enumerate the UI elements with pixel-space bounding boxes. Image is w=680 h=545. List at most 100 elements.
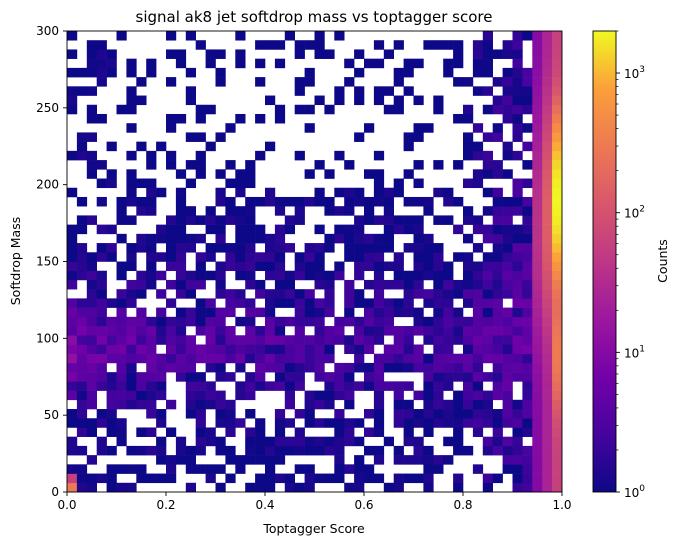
heatmap-cell: [67, 298, 78, 308]
heatmap-cell: [314, 270, 325, 281]
heatmap-cell: [453, 316, 464, 327]
heatmap-cell: [552, 455, 563, 465]
heatmap-cell: [106, 381, 117, 391]
heatmap-cell: [482, 279, 493, 290]
heatmap-cell: [482, 289, 493, 299]
heatmap-cell: [443, 40, 454, 50]
heatmap-cell: [522, 464, 533, 474]
heatmap-cell: [245, 381, 256, 391]
heatmap-cell: [166, 353, 177, 364]
heatmap-cell: [453, 362, 464, 373]
heatmap-cell: [532, 270, 543, 281]
heatmap-cell: [482, 372, 493, 382]
heatmap-cell: [324, 436, 335, 447]
heatmap-cell: [324, 206, 335, 216]
heatmap-cell: [502, 390, 513, 401]
heatmap-cell: [185, 289, 196, 299]
heatmap-cell: [492, 270, 503, 281]
heatmap-cell: [542, 31, 553, 41]
heatmap-cell: [522, 206, 533, 216]
heatmap-cell: [472, 279, 484, 290]
heatmap-cell: [413, 58, 424, 69]
heatmap-cell: [403, 169, 414, 179]
heatmap-cell: [383, 482, 394, 493]
heatmap-cell: [76, 372, 88, 382]
heatmap-cell: [433, 409, 444, 419]
heatmap-cell: [106, 473, 117, 484]
heatmap-cell: [106, 298, 117, 308]
heatmap-cell: [433, 270, 444, 281]
heatmap-cell: [373, 40, 385, 50]
heatmap-cell: [552, 436, 563, 447]
heatmap-cell: [76, 418, 88, 428]
heatmap-cell: [274, 326, 286, 336]
heatmap-cell: [334, 464, 345, 474]
heatmap-cell: [274, 418, 286, 428]
heatmap-cell: [235, 298, 246, 308]
colorbar-tick-exponent: 1: [639, 344, 645, 354]
heatmap-cell: [245, 353, 256, 364]
heatmap-cell: [255, 40, 266, 50]
heatmap-cell: [512, 224, 523, 235]
heatmap-cell: [472, 86, 484, 96]
heatmap-cell: [166, 150, 177, 161]
heatmap-cell: [116, 307, 127, 318]
heatmap-cell: [512, 132, 523, 142]
heatmap-cell: [472, 326, 484, 336]
heatmap-cell: [512, 372, 523, 382]
heatmap-cell: [502, 95, 513, 106]
heatmap-cell: [146, 160, 157, 170]
heatmap-cell: [166, 123, 177, 133]
heatmap-cell: [344, 160, 355, 170]
heatmap-cell: [512, 178, 523, 189]
heatmap-cell: [512, 362, 523, 373]
heatmap-cell: [175, 326, 187, 336]
heatmap-cell: [532, 344, 543, 354]
heatmap-cell: [294, 436, 305, 447]
heatmap-cell: [344, 196, 355, 207]
heatmap-cell: [96, 58, 107, 69]
heatmap-cell: [344, 289, 355, 299]
heatmap-cell: [106, 316, 117, 327]
heatmap-cell: [512, 455, 523, 465]
heatmap-cell: [67, 261, 78, 272]
heatmap-cell: [443, 353, 454, 364]
heatmap-cell: [463, 178, 474, 189]
heatmap-cell: [364, 196, 375, 207]
heatmap-cell: [96, 196, 107, 207]
heatmap-cell: [403, 243, 414, 253]
heatmap-cell: [413, 445, 424, 456]
heatmap-cell: [542, 445, 553, 456]
colorbar: [592, 30, 617, 493]
heatmap-cell: [413, 436, 424, 447]
heatmap-cell: [205, 58, 216, 69]
heatmap-cell: [195, 464, 206, 474]
heatmap-cell: [502, 49, 513, 59]
heatmap-cell: [116, 372, 127, 382]
heatmap-cell: [86, 381, 97, 391]
heatmap-cell: [284, 289, 295, 299]
heatmap-cell: [344, 316, 355, 327]
heatmap-cell: [166, 233, 177, 244]
heatmap-cell: [502, 67, 513, 78]
heatmap-cell: [522, 289, 533, 299]
heatmap-cell: [136, 77, 147, 87]
heatmap-cell: [235, 243, 246, 253]
heatmap-cell: [423, 390, 434, 401]
heatmap-cell: [552, 307, 563, 318]
heatmap-cell: [383, 298, 394, 308]
heatmap-cell: [522, 270, 533, 281]
heatmap-cell: [284, 482, 295, 493]
heatmap-cell: [492, 427, 503, 437]
heatmap-cell: [492, 169, 503, 179]
heatmap-cell: [166, 399, 177, 410]
heatmap-cell: [354, 482, 365, 493]
heatmap-cell: [373, 455, 385, 465]
heatmap-cell: [166, 344, 177, 354]
heatmap-cell: [86, 362, 97, 373]
heatmap-cell: [492, 409, 503, 419]
heatmap-cell: [185, 381, 196, 391]
heatmap-cell: [482, 40, 493, 50]
heatmap-cell: [175, 196, 187, 207]
heatmap-cell: [542, 335, 553, 345]
